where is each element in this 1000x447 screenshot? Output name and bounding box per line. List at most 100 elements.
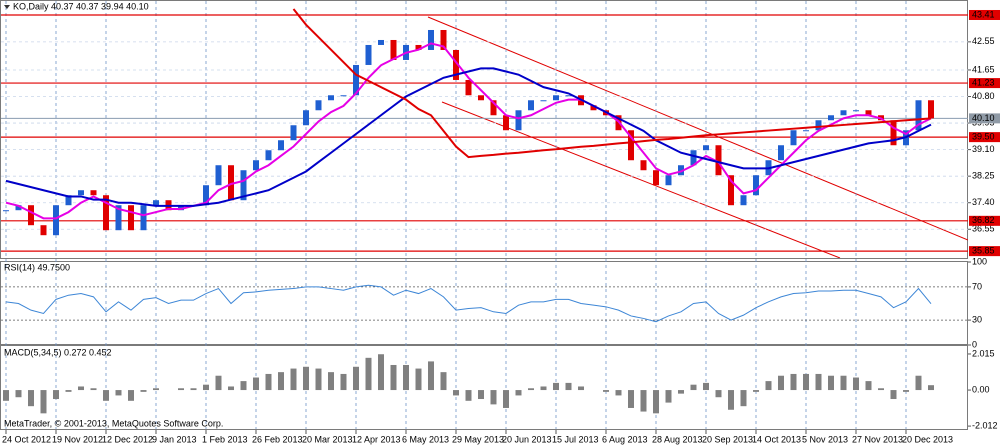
candle [528, 100, 534, 111]
level-tag [969, 215, 1000, 226]
candle [553, 95, 559, 101]
candle [690, 150, 697, 166]
x-tick-label: 20 Sep 2013 [702, 434, 753, 444]
candle [590, 105, 597, 111]
moving-average [5, 67, 932, 207]
candle [428, 29, 434, 50]
candle [28, 205, 34, 226]
histogram-bar [28, 390, 34, 407]
price-title: KO,Daily 40.37 40.37 39.94 40.10 [13, 1, 149, 11]
histogram-bar [3, 390, 9, 401]
candle [315, 100, 322, 111]
level-label: 41.23 [972, 77, 995, 87]
candle [665, 175, 672, 186]
histogram-bar [40, 390, 47, 414]
candle [703, 145, 709, 151]
histogram-bar [465, 390, 472, 401]
candle [153, 200, 159, 206]
y-tick-label: 2.015 [972, 348, 995, 358]
histogram-bar [403, 364, 409, 391]
histogram-bar [928, 385, 934, 391]
x-tick-label: 20 Mar 2013 [302, 434, 353, 444]
histogram-bar [840, 375, 847, 391]
candle [565, 95, 572, 97]
histogram-bar [190, 388, 197, 391]
candle [728, 175, 734, 206]
histogram-bar [378, 354, 384, 391]
histogram-bar [903, 390, 909, 392]
y-tick-label: 40.80 [972, 91, 995, 101]
candle [178, 205, 184, 211]
x-tick-label: 15 Jul 2013 [552, 434, 599, 444]
histogram-bar [878, 388, 884, 391]
candle [540, 100, 547, 102]
rsi-title: RSI(14) 49.7500 [4, 262, 70, 272]
candle [303, 110, 309, 126]
histogram-bar [865, 381, 872, 391]
histogram-bar [340, 373, 347, 391]
candle [53, 205, 59, 236]
x-tick-label: 28 Aug 2013 [652, 434, 703, 444]
histogram-bar [390, 364, 397, 391]
candle [853, 110, 859, 112]
candle [353, 64, 359, 96]
histogram-bar [290, 368, 297, 391]
histogram-bar [503, 390, 509, 408]
level-tag [969, 9, 1000, 20]
candle [15, 205, 22, 211]
histogram-bar [315, 368, 322, 391]
candle [890, 120, 897, 146]
histogram-bar [778, 375, 784, 391]
candle [278, 140, 284, 151]
histogram-bar [90, 388, 97, 391]
histogram-bar [128, 390, 134, 401]
last-price-label: 40.10 [972, 113, 995, 123]
candle [828, 115, 834, 121]
price-panel [0, 0, 968, 259]
histogram-bar [740, 390, 747, 407]
candle [453, 49, 459, 80]
x-tick-label: 9 Jan 2013 [152, 434, 197, 444]
candle [340, 95, 347, 97]
candle [290, 125, 297, 141]
histogram-bar [828, 375, 834, 391]
histogram-bar [915, 375, 922, 391]
histogram-bar [765, 381, 772, 391]
candle [915, 100, 922, 131]
candle [78, 190, 84, 196]
histogram-bar [240, 381, 247, 391]
candle [715, 145, 722, 176]
candle [390, 39, 397, 60]
candle [215, 165, 222, 186]
histogram-bar [178, 388, 184, 391]
y-tick-label: 39.10 [972, 144, 995, 154]
candle [515, 110, 522, 131]
y-tick-label: 30 [972, 314, 982, 324]
candle [753, 175, 759, 196]
y-tick-label: 37.40 [972, 197, 995, 207]
x-tick-label: 29 May 2013 [452, 434, 504, 444]
level-label: 43.41 [972, 9, 995, 19]
candle [265, 150, 272, 161]
candle [40, 225, 47, 236]
histogram-bar [428, 361, 434, 391]
histogram-bar [353, 366, 359, 391]
candle [378, 39, 384, 45]
panel-plot [1, 284, 968, 323]
histogram-bar [115, 390, 122, 396]
level-label: 35.85 [972, 246, 995, 256]
level-tag [969, 246, 1000, 257]
histogram-bar [790, 373, 797, 391]
candle [790, 130, 797, 146]
candle [678, 165, 684, 176]
histogram-bar [640, 390, 647, 412]
histogram-bar [628, 390, 634, 408]
candle [415, 44, 422, 50]
x-tick-label: 6 May 2013 [402, 434, 449, 444]
macd-panel [0, 345, 968, 430]
candle [203, 185, 209, 206]
y-tick-label: 0 [972, 339, 977, 349]
candle [140, 205, 147, 231]
candle [228, 165, 234, 201]
